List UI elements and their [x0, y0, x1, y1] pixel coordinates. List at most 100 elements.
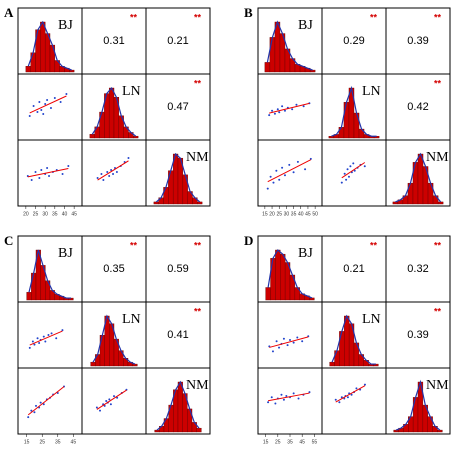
hist-bar [40, 21, 46, 73]
hist-bar [25, 66, 31, 73]
variable-label: NM [426, 378, 449, 393]
fit-line [269, 336, 309, 348]
variable-label: NM [426, 150, 449, 165]
variable-label: LN [122, 312, 141, 327]
density-curve [156, 380, 200, 431]
hist-bar [344, 315, 350, 367]
density-curve [267, 249, 313, 299]
scatter-point [283, 174, 286, 177]
x-tick-label: 25 [39, 439, 45, 445]
x-tick-label: 20 [269, 211, 275, 217]
scatter-point [271, 350, 274, 353]
fit-line [29, 330, 63, 346]
scatter-point [103, 404, 106, 407]
scatter-point [266, 187, 269, 190]
density-curve [28, 249, 71, 299]
correlation: 0.59 [167, 263, 188, 275]
cell [257, 367, 323, 435]
fit-line [27, 386, 65, 416]
scatter-point [49, 107, 52, 109]
scatter-point [275, 169, 278, 172]
panel-label: A [4, 5, 14, 20]
correlation: 0.39 [407, 35, 428, 47]
scatter-point [34, 171, 37, 173]
hist-bar [196, 427, 202, 433]
correlation: 0.39 [407, 329, 428, 341]
x-tick-label: 35 [55, 439, 61, 445]
significance: ** [434, 78, 442, 88]
scatter-point [61, 329, 64, 332]
x-tick-label: 45 [71, 211, 77, 217]
scatter-point [276, 108, 279, 111]
cell [145, 139, 211, 207]
scatter-point [271, 109, 274, 112]
scatter-point [67, 165, 70, 167]
significance: ** [130, 240, 138, 250]
scatter-point [352, 162, 355, 165]
scatter-point [278, 346, 281, 349]
x-tick-label: 25 [275, 439, 281, 445]
scatter-point [35, 404, 37, 407]
scatter-point [273, 112, 276, 115]
correlation: 0.29 [343, 35, 364, 47]
variable-label: NM [186, 378, 209, 393]
scatter-point [343, 172, 346, 175]
scatter-point [280, 393, 283, 396]
scatter-point [39, 401, 42, 404]
scatter-point [355, 387, 358, 390]
x-tick-label: 15 [262, 211, 268, 217]
cell [321, 367, 387, 435]
density-curve [331, 314, 376, 365]
x-tick-label: 50 [312, 211, 318, 217]
hist-bar [437, 429, 443, 433]
hist-bar [264, 62, 271, 73]
density-curve [91, 86, 137, 137]
hist-bar [275, 249, 281, 301]
fit-line [335, 385, 366, 403]
scatter-point [109, 403, 112, 406]
hist-bar [269, 37, 276, 73]
scatter-point [295, 103, 298, 106]
scatter-point [346, 396, 349, 399]
hist-bar [30, 52, 36, 73]
density-curve [395, 152, 442, 203]
hist-bar [309, 297, 315, 301]
scatter-point [106, 171, 109, 173]
scatter-point [105, 400, 108, 402]
scatter-point [292, 171, 295, 174]
scatter-point [283, 109, 286, 112]
scatter-point [42, 335, 45, 338]
significance: ** [370, 240, 378, 250]
scatter-point [47, 334, 50, 336]
density-curve [155, 152, 201, 203]
scatter-point [267, 401, 270, 404]
scatter-point [30, 409, 33, 412]
hist-bar [132, 363, 138, 367]
scatter-point [281, 166, 284, 169]
density-curve [395, 379, 441, 431]
correlation: 0.41 [167, 329, 188, 341]
cell [17, 367, 83, 435]
x-tick-label: 35 [291, 211, 297, 217]
scatter-point [38, 342, 41, 345]
fit-line [29, 95, 67, 114]
hist-bar [265, 287, 271, 301]
scatter-point [46, 99, 49, 101]
scatter-point [289, 339, 291, 342]
cell [321, 139, 387, 207]
cell [257, 301, 323, 369]
panel-label: D [244, 233, 253, 248]
density-curve [331, 85, 377, 137]
variable-label: BJ [58, 246, 73, 261]
hist-bar [343, 102, 350, 139]
x-tick-label: 40 [62, 211, 68, 217]
scatter-point [33, 411, 36, 414]
scatter-point [38, 101, 41, 103]
fit-line [267, 392, 310, 402]
hist-bar [133, 135, 139, 139]
cell [257, 73, 323, 141]
panel-label: C [4, 233, 13, 248]
scatter-point [363, 165, 366, 168]
significance: ** [194, 240, 202, 250]
